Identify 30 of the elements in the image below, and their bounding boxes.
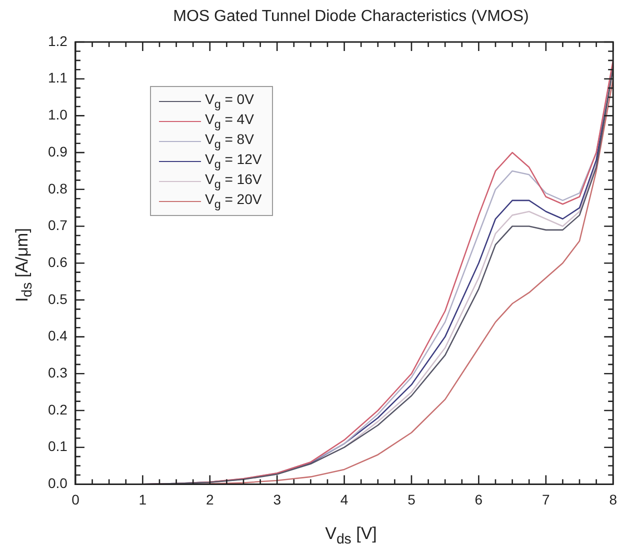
x-tick-label: 8 [609, 491, 618, 508]
y-tick-label: 0.5 [48, 290, 68, 307]
legend-label: V$_{g}$ = 16V [205, 171, 262, 191]
x-tick-label: 0 [72, 491, 80, 508]
legend-label: V$_{g}$ = 8V [205, 131, 254, 151]
y-tick-label: 0.1 [48, 438, 68, 454]
y-tick-label: 0.4 [48, 328, 68, 344]
legend-label: V$_{g}$ = 4V [205, 111, 254, 131]
y-tick-label: 0.9 [48, 143, 68, 160]
y-tick-label: 0.7 [48, 217, 68, 234]
x-tick-label: 7 [542, 491, 550, 508]
y-tick-label: 0.0 [48, 475, 68, 492]
x-axis-title: V$_{ds}$ [V] [324, 524, 378, 548]
y-tick-label: 0.3 [48, 364, 68, 381]
x-tick-label: 6 [474, 491, 483, 508]
y-tick-label: 0.2 [48, 401, 68, 418]
legend-label: V$_{g}$ = 0V [205, 91, 254, 111]
y-tick-label: 1.2 [48, 32, 68, 49]
legend-label: V$_{g}$ = 12V [205, 151, 262, 171]
x-tick-label: 4 [340, 491, 348, 508]
y-tick-label: 0.6 [48, 254, 68, 270]
x-tick-label: 2 [206, 491, 214, 508]
x-tick-label: 3 [273, 491, 282, 508]
y-tick-label: 1.0 [48, 106, 68, 123]
y-tick-label: 1.1 [48, 70, 68, 86]
x-tick-label: 1 [138, 491, 147, 508]
x-tick-label: 5 [408, 491, 416, 508]
chart-title: MOS Gated Tunnel Diode Characteristics (VMOS) [172, 8, 530, 26]
y-tick-label: 0.8 [48, 180, 68, 196]
legend-label: V$_{g}$ = 20V [205, 191, 262, 211]
